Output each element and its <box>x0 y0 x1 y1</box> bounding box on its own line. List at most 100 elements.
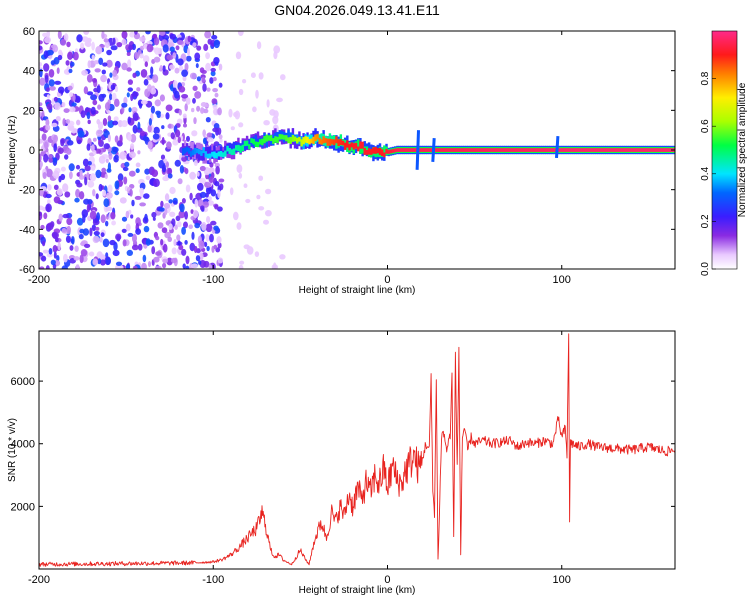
noise-blob <box>57 54 63 61</box>
noise-blob <box>209 77 214 84</box>
noise-blob <box>256 41 262 50</box>
noise-blob <box>210 67 216 72</box>
colorbar-tick-label: 0.4 <box>700 166 711 180</box>
noise-blob <box>73 51 79 61</box>
ridge-cell <box>324 138 327 143</box>
noise-blob <box>181 69 189 77</box>
noise-blob <box>58 49 63 56</box>
ridge-cell <box>219 146 223 155</box>
ridge-cell <box>570 148 573 152</box>
noise-blob <box>53 57 60 65</box>
ridge-cell <box>512 148 515 152</box>
noise-blob <box>98 155 106 164</box>
ridge-cell <box>296 137 299 144</box>
noise-blob <box>69 245 74 251</box>
ridge-cell <box>239 145 242 153</box>
noise-blob <box>177 58 184 66</box>
noise-blob <box>127 79 133 85</box>
ridge-cell <box>485 148 489 152</box>
noise-blob <box>126 92 130 98</box>
noise-blob <box>63 253 68 263</box>
noise-blob <box>100 214 106 224</box>
noise-blob <box>98 57 104 65</box>
ridge-cell <box>446 148 450 152</box>
ridge-cell <box>232 141 236 152</box>
noise-blob <box>106 168 112 173</box>
snr-xlabel: Height of straight line (km) <box>299 585 416 596</box>
noise-blob <box>82 228 90 236</box>
noise-blob <box>86 203 90 213</box>
noise-blob <box>76 182 83 188</box>
noise-blob <box>61 227 67 234</box>
noise-blob <box>157 222 164 229</box>
noise-blob <box>115 233 122 241</box>
noise-blob <box>185 255 190 265</box>
noise-blob <box>163 202 171 209</box>
noise-blob <box>258 72 264 80</box>
ridge-cell <box>383 145 386 156</box>
ridge-cell <box>582 148 586 152</box>
ridge-cell <box>624 148 627 152</box>
noise-blob <box>165 104 173 112</box>
noise-blob <box>214 181 220 187</box>
noise-blob <box>60 39 67 46</box>
noise-blob <box>252 106 257 113</box>
noise-blob <box>107 134 111 143</box>
snr-panel: -200 -100 0 100 2000 4000 6000 Height of strai… <box>7 330 676 596</box>
noise-blob <box>102 62 108 67</box>
ridge-cell <box>422 148 425 152</box>
ridge-cell <box>420 148 423 152</box>
ridge-cell <box>528 148 532 152</box>
ridge-cell <box>471 148 474 152</box>
noise-blob <box>139 190 144 198</box>
noise-blob <box>207 137 214 143</box>
ridge-cell <box>339 139 343 146</box>
ridge-cell <box>285 135 288 142</box>
noise-blob <box>72 94 76 102</box>
noise-blob <box>139 130 146 137</box>
noise-blob <box>94 217 98 224</box>
noise-blob <box>131 43 136 51</box>
noise-blob <box>91 54 96 61</box>
ridge-cell <box>335 139 338 149</box>
noise-blob <box>41 133 47 141</box>
ridge-cell <box>387 150 390 154</box>
ridge-cell <box>662 148 665 152</box>
ridge-cell <box>492 148 495 152</box>
noise-blob <box>145 238 151 246</box>
noise-blob <box>39 127 45 132</box>
noise-blob <box>45 124 51 131</box>
noise-blob <box>181 226 187 235</box>
ridge-cell <box>660 148 663 152</box>
noise-blob <box>154 265 162 269</box>
noise-blob <box>266 99 270 108</box>
noise-blob <box>112 37 116 45</box>
noise-blob <box>64 191 71 198</box>
noise-blob <box>43 50 49 59</box>
ridge-cell <box>647 148 651 152</box>
noise-blob <box>111 92 117 102</box>
ridge-cell <box>520 148 524 152</box>
noise-blob <box>174 90 180 99</box>
noise-blob <box>46 94 51 99</box>
noise-blob <box>205 117 211 123</box>
ridge-cell <box>609 148 613 152</box>
ridge-cell <box>498 148 501 152</box>
noise-blob <box>121 31 128 39</box>
snr-marks <box>39 333 675 567</box>
noise-blob <box>151 169 159 177</box>
noise-blob <box>162 243 168 253</box>
noise-blob <box>132 112 139 122</box>
ridge-cell <box>549 148 552 152</box>
noise-blob <box>172 52 177 59</box>
ridge-cell <box>531 148 534 152</box>
noise-blob <box>218 134 223 140</box>
noise-blob <box>40 186 47 192</box>
ridge-cell <box>252 138 255 145</box>
noise-blob <box>147 84 152 92</box>
noise-blob <box>110 84 116 91</box>
ridge-cell <box>265 137 268 148</box>
noise-blob <box>103 38 109 43</box>
noise-blob <box>174 159 181 167</box>
noise-blob <box>84 165 91 172</box>
